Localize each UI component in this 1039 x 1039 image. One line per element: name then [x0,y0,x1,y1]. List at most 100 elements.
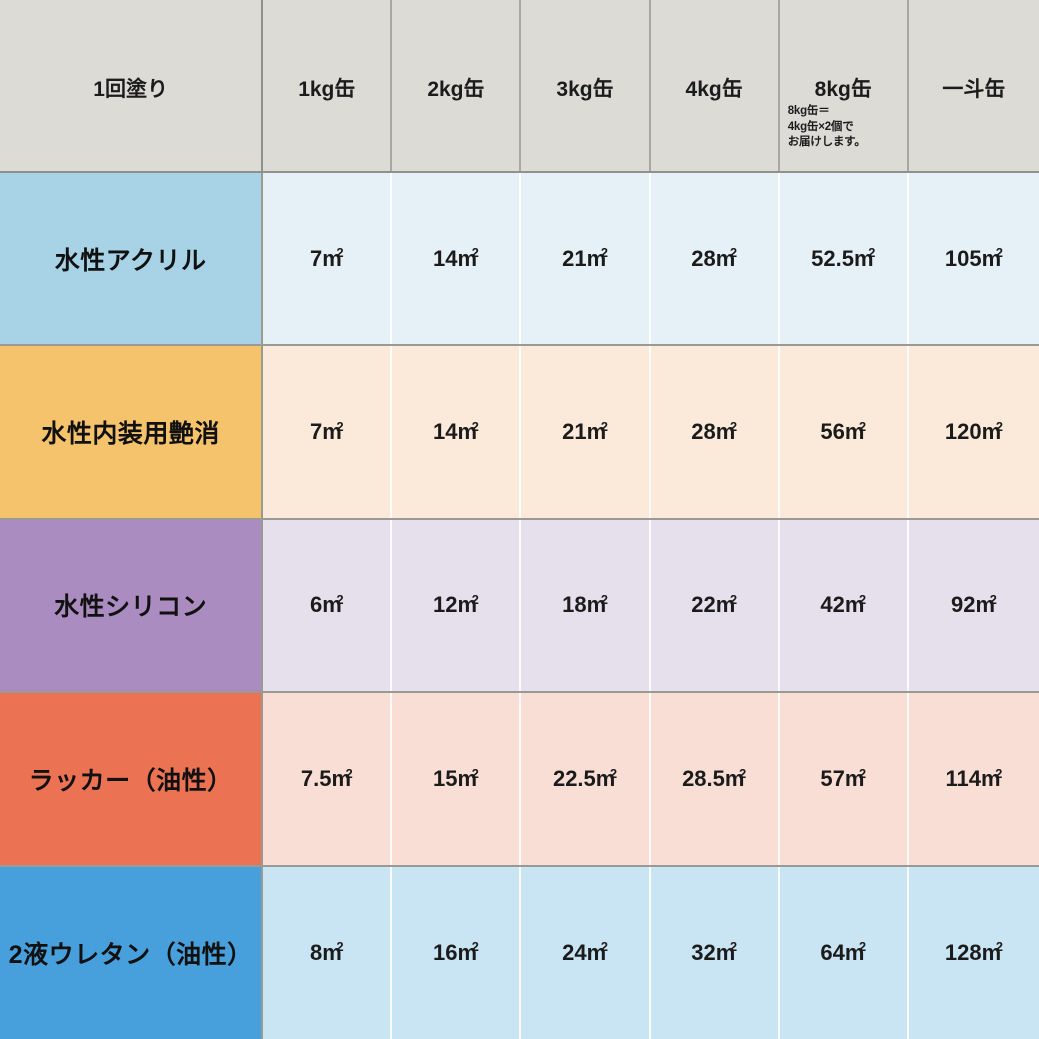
cell-value: 12m2 [391,518,522,694]
cell-value: 15m2 [391,692,522,867]
cell-value: 92m2 [907,518,1039,694]
value-text: 8m2 [310,939,344,965]
superscript-2: 2 [600,245,608,261]
superscript-2: 2 [995,418,1003,434]
cell-value: 6m2 [262,518,393,694]
value-text: 7m2 [310,418,344,445]
value-text: 22.5m2 [552,765,618,791]
row-label-acrylic: 水性アクリル [0,172,264,347]
value-text: 6m2 [310,592,344,618]
table-header: 1回塗り 1kg缶 2kg缶 3kg缶 4kg缶 8kg缶 8kg缶＝ 4kg缶… [0,0,1039,173]
column-header-label: 2kg缶 [427,77,485,101]
superscript-2: 2 [336,592,344,608]
value-text: 56m2 [820,418,867,445]
value-text: 32m2 [691,939,738,965]
table-row: ラッカー（油性） 7.5m2 15m2 22.5m2 28.5m2 57m2 1… [0,692,1039,867]
value-text: 28m2 [691,418,738,445]
cell-value: 28m2 [649,172,780,347]
superscript-2: 2 [471,245,479,261]
value-text: 52.5m2 [811,245,876,271]
superscript-2: 2 [471,939,479,955]
superscript-2: 2 [729,939,738,955]
table-row: 水性シリコン 6m2 12m2 18m2 22m2 42m2 92m2 [0,518,1039,694]
cell-value: 28m2 [649,345,780,520]
superscript-2: 2 [471,765,479,781]
header-note-line: 4kg缶×2個で [787,120,854,133]
superscript-2: 2 [600,592,608,608]
superscript-2: 2 [729,592,738,608]
superscript-2: 2 [729,418,738,434]
table-body: 水性アクリル 7m2 14m2 21m2 28m2 52.5m2 105m2 水… [0,172,1039,1039]
value-text: 42m2 [820,592,867,618]
table-row: 水性内装用艶消 7m2 14m2 21m2 28m2 56m2 120m2 [0,345,1039,520]
column-header-3kg: 3kg缶 [520,0,651,173]
cell-value: 7.5m2 [262,692,393,867]
value-text: 14m2 [433,245,479,271]
cell-value: 21m2 [520,345,651,520]
header-note-line: お届けします。 [787,136,866,149]
value-text: 64m2 [820,939,867,965]
cell-value: 22.5m2 [520,692,651,867]
cell-value: 7m2 [262,345,393,520]
superscript-2: 2 [989,592,997,608]
row-label-silicone: 水性シリコン [0,518,264,694]
superscript-2: 2 [336,939,344,955]
value-text: 16m2 [433,939,479,965]
column-header-2kg: 2kg缶 [391,0,522,173]
cell-value: 14m2 [391,172,522,347]
cell-value: 7m2 [262,172,393,347]
cell-value: 14m2 [391,345,522,520]
superscript-2: 2 [729,245,738,261]
cell-value: 64m2 [778,865,909,1039]
superscript-2: 2 [995,245,1003,261]
corner-label-text: 1回塗り [93,77,168,101]
cell-value: 42m2 [778,518,909,694]
superscript-2: 2 [336,245,344,261]
value-text: 128m2 [944,939,1003,965]
cell-value: 128m2 [907,865,1039,1039]
superscript-2: 2 [859,765,867,781]
superscript-2: 2 [859,418,867,434]
value-text: 120m2 [944,418,1003,445]
value-text: 114m2 [945,765,1003,791]
value-text: 92m2 [951,592,997,618]
cell-value: 18m2 [520,518,651,694]
column-header-label: 3kg缶 [556,77,614,101]
cell-value: 56m2 [778,345,909,520]
column-header-label: 8kg缶 [814,77,872,101]
superscript-2: 2 [739,765,747,781]
header-row: 1回塗り 1kg缶 2kg缶 3kg缶 4kg缶 8kg缶 8kg缶＝ 4kg缶… [0,0,1039,173]
header-note-line: 8kg缶＝ [787,105,830,117]
column-header-itto: 一斗缶 [907,0,1039,173]
superscript-2: 2 [345,765,353,781]
value-text: 21m2 [562,245,608,271]
cell-value: 120m2 [907,345,1039,520]
row-label-lacquer: ラッカー（油性） [0,692,264,867]
value-text: 28m2 [691,245,738,271]
cell-value: 21m2 [520,172,651,347]
row-label-2k-urethane: 2液ウレタン（油性） [0,865,264,1039]
value-text: 18m2 [562,592,608,618]
column-header-4kg: 4kg缶 [649,0,780,173]
column-header-label: 1kg缶 [298,77,356,101]
superscript-2: 2 [336,418,344,434]
value-text: 12m2 [433,592,479,618]
superscript-2: 2 [859,592,867,608]
table-row: 水性アクリル 7m2 14m2 21m2 28m2 52.5m2 105m2 [0,172,1039,347]
value-text: 57m2 [820,765,867,791]
value-text: 21m2 [562,418,608,445]
header-corner-label: 1回塗り [0,0,264,173]
superscript-2: 2 [471,418,479,434]
value-text: 105m2 [944,245,1003,271]
table-row: 2液ウレタン（油性） 8m2 16m2 24m2 32m2 64m2 128m2 [0,865,1039,1039]
superscript-2: 2 [995,765,1003,781]
row-label-interior-matte: 水性内装用艶消 [0,345,264,520]
cell-value: 28.5m2 [649,692,780,867]
superscript-2: 2 [600,939,608,955]
column-header-label: 一斗缶 [942,77,1006,101]
superscript-2: 2 [600,418,608,434]
cell-value: 16m2 [391,865,522,1039]
header-note-8kg: 8kg缶＝ 4kg缶×2個で お届けします。 [788,104,866,151]
superscript-2: 2 [610,765,618,781]
